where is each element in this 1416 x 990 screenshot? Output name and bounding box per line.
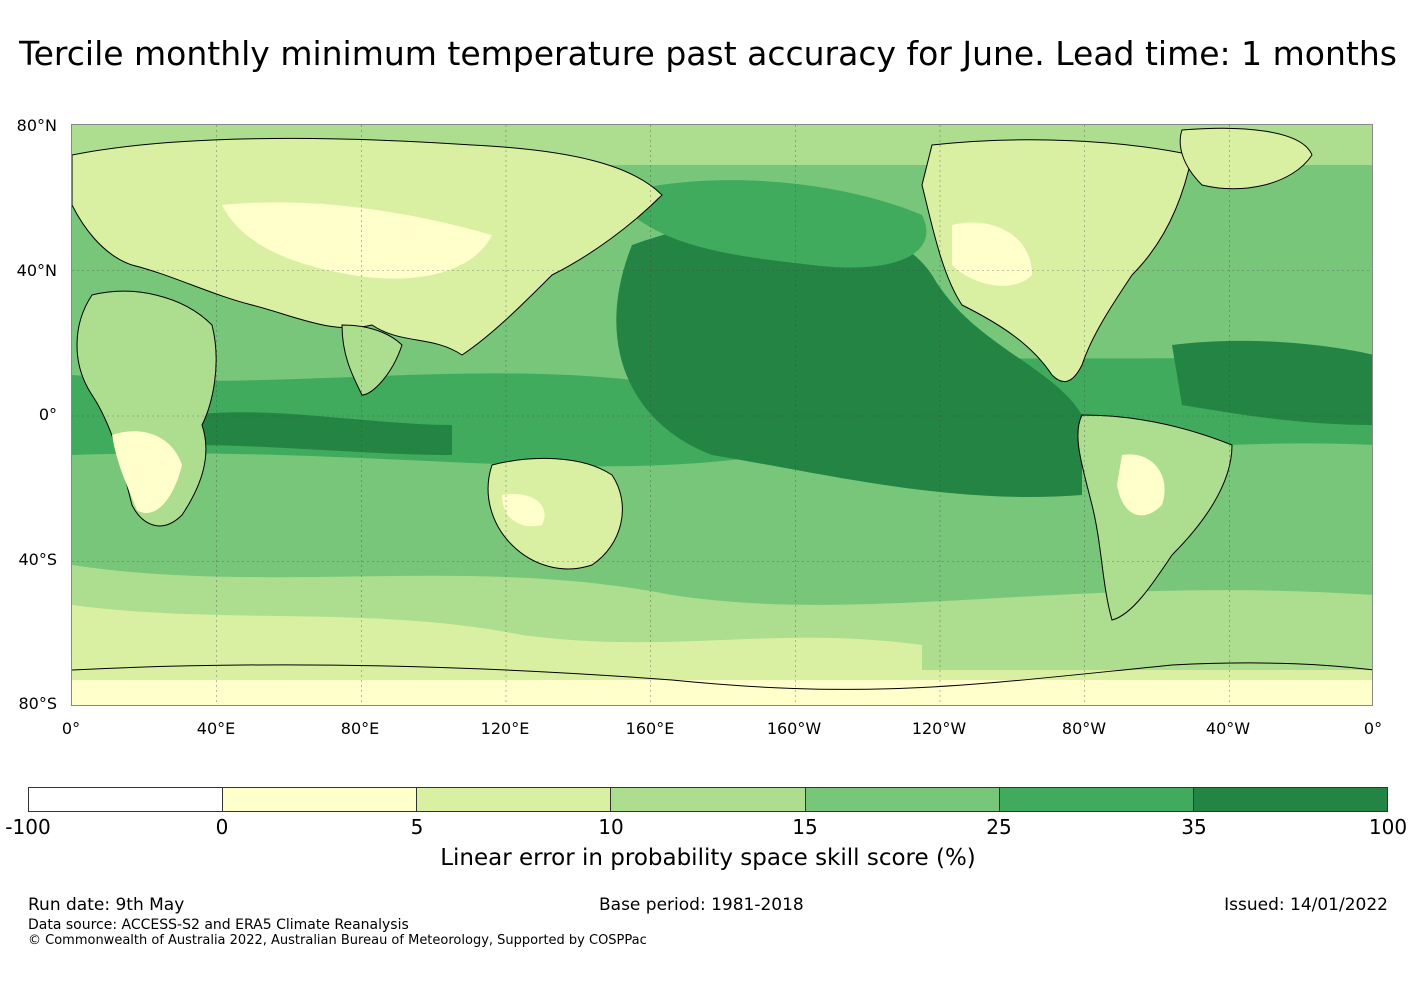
colorbar-segment-2 (223, 788, 418, 811)
data-source: Data source: ACCESS-S2 and ERA5 Climate … (28, 917, 409, 933)
base-period: Base period: 1981-2018 (599, 895, 804, 915)
lon-label-40e: 40°E (196, 719, 236, 738)
lat-label-40n: 40°N (16, 261, 57, 280)
lon-label-120e: 120°E (480, 719, 530, 738)
lon-label-0: 0° (61, 719, 81, 738)
south-america-continent (1077, 414, 1233, 621)
copyright: © Commonwealth of Australia 2022, Austra… (28, 933, 647, 948)
colorbar-tick: 15 (792, 815, 818, 839)
colorbar-tick: 0 (215, 815, 229, 839)
antarctic-land (72, 680, 1372, 705)
lon-label-40w: 40°W (1205, 719, 1251, 738)
map-title: Tercile monthly minimum temperature past… (19, 34, 1397, 73)
colorbar-tick: 10 (598, 815, 624, 839)
southern-ocean-pale (72, 605, 922, 670)
lon-label-120w: 120°W (911, 719, 967, 738)
graticule (72, 125, 1372, 705)
issued-date: Issued: 14/01/2022 (1224, 895, 1388, 915)
india-peninsula (341, 324, 403, 396)
run-date: Run date: 9th May (28, 895, 185, 915)
colorbar-tick: 25 (986, 815, 1012, 839)
lon-label-0-right: 0° (1363, 719, 1383, 738)
lon-label-160e: 160°E (625, 719, 675, 738)
colorbar-segment-4 (611, 788, 806, 811)
lat-label-40s: 40°S (18, 550, 57, 569)
north-america-pale (952, 222, 1032, 286)
lon-label-80w: 80°W (1061, 719, 1107, 738)
southern-africa-pale (112, 431, 182, 513)
indian-core (192, 412, 452, 455)
north-pacific-green (612, 180, 927, 268)
colorbar-segment-5 (805, 788, 1000, 811)
greenland (1179, 127, 1313, 190)
colorbar (28, 787, 1388, 812)
skill-score-map (71, 124, 1373, 706)
colorbar-tick: 35 (1181, 815, 1207, 839)
lat-label-80s: 80°S (18, 694, 57, 713)
colorbar-tick: 5 (410, 815, 424, 839)
colorbar-tick: 100 (1368, 815, 1408, 839)
south-america-pale (1117, 454, 1165, 516)
asia-pale-region (222, 202, 492, 279)
lon-label-80e: 80°E (340, 719, 380, 738)
colorbar-segment-6 (999, 788, 1194, 811)
north-america-continent (921, 139, 1193, 383)
atlantic-core (1172, 340, 1372, 425)
pacific-core (616, 216, 1082, 497)
australia-pale (502, 494, 545, 527)
lon-label-160w: 160°W (766, 719, 822, 738)
lat-label-80n: 80°N (16, 116, 57, 135)
colorbar-segment-3 (417, 788, 612, 811)
antarctica-coast (72, 662, 1372, 690)
colorbar-tick: -100 (5, 815, 51, 839)
colorbar-segment-7 (1193, 788, 1387, 811)
colorbar-label: Linear error in probability space skill … (440, 845, 976, 871)
australia-continent (487, 457, 623, 570)
colorbar-segment-1 (29, 788, 224, 811)
lat-label-equator: 0° (38, 405, 57, 424)
